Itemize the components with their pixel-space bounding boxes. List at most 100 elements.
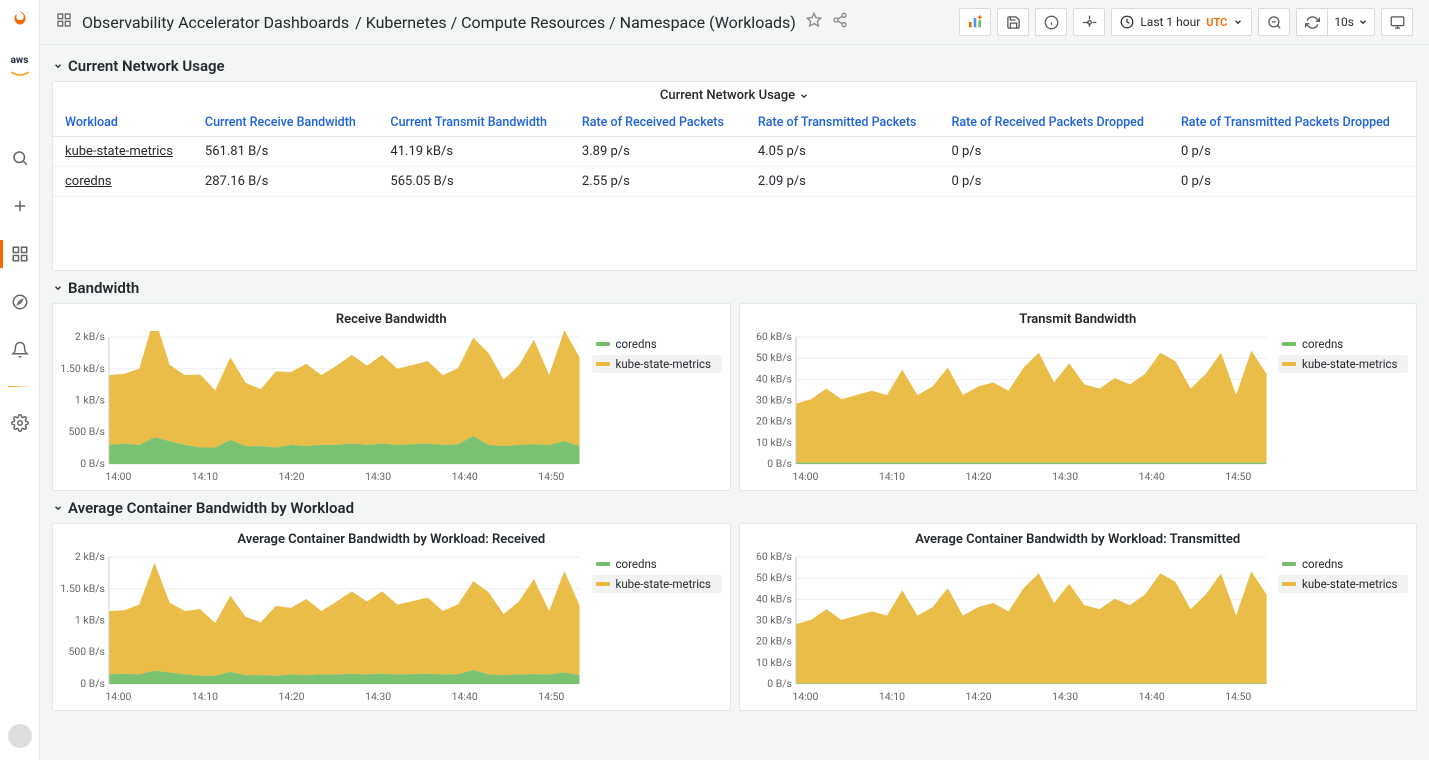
- svg-text:14:40: 14:40: [452, 690, 478, 703]
- value-cell: 561.81 B/s: [193, 137, 378, 167]
- explore-icon[interactable]: [8, 290, 32, 314]
- legend-item[interactable]: coredns: [1278, 335, 1408, 353]
- legend-item[interactable]: kube-state-metrics: [1278, 355, 1408, 373]
- svg-text:14:40: 14:40: [1138, 690, 1164, 703]
- add-panel-button[interactable]: [959, 8, 991, 36]
- value-cell: 41.19 kB/s: [378, 137, 570, 167]
- value-cell: 4.05 p/s: [746, 137, 940, 167]
- svg-text:14:20: 14:20: [278, 690, 304, 703]
- svg-text:50 kB/s: 50 kB/s: [756, 351, 792, 364]
- row-header-network[interactable]: Current Network Usage: [52, 49, 1417, 81]
- chart-transmit-bandwidth: Transmit Bandwidth 0 B/s10 kB/s20 kB/s30…: [739, 303, 1418, 491]
- value-cell: 0 p/s: [1169, 167, 1416, 197]
- share-icon[interactable]: [832, 12, 848, 32]
- svg-text:0 B/s: 0 B/s: [767, 677, 792, 690]
- chart-title[interactable]: Receive Bandwidth: [61, 310, 722, 331]
- table-column-header[interactable]: Rate of Transmitted Packets Dropped: [1169, 109, 1416, 137]
- svg-text:0 B/s: 0 B/s: [80, 457, 105, 470]
- table-column-header[interactable]: Rate of Transmitted Packets: [746, 109, 940, 137]
- row-header-bandwidth[interactable]: Bandwidth: [52, 271, 1417, 303]
- row-title: Average Container Bandwidth by Workload: [68, 499, 354, 517]
- grafana-logo-icon[interactable]: [8, 8, 32, 32]
- chart-plot[interactable]: 0 B/s500 B/s1 kB/s1.50 kB/s2 kB/s14:0014…: [61, 551, 584, 706]
- dashboard-settings-button[interactable]: [1073, 8, 1105, 36]
- value-cell: 2.09 p/s: [746, 167, 940, 197]
- svg-text:14:30: 14:30: [1052, 470, 1078, 483]
- chart-plot[interactable]: 0 B/s10 kB/s20 kB/s30 kB/s40 kB/s50 kB/s…: [748, 331, 1271, 486]
- sidebar: aws: [0, 0, 40, 760]
- refresh-button[interactable]: [1296, 8, 1328, 36]
- row-header-avg[interactable]: Average Container Bandwidth by Workload: [52, 491, 1417, 523]
- svg-text:14:20: 14:20: [278, 470, 304, 483]
- row-title: Current Network Usage: [68, 57, 225, 75]
- table-column-header[interactable]: Rate of Received Packets: [570, 109, 746, 137]
- dashboards-icon[interactable]: [8, 242, 32, 266]
- svg-text:60 kB/s: 60 kB/s: [756, 551, 792, 563]
- aws-logo-icon[interactable]: aws: [8, 56, 32, 80]
- sidebar-divider: [8, 386, 32, 387]
- svg-text:14:50: 14:50: [1225, 690, 1251, 703]
- chart-avg-received: Average Container Bandwidth by Workload:…: [52, 523, 731, 711]
- legend-item[interactable]: coredns: [592, 335, 722, 353]
- svg-text:2 kB/s: 2 kB/s: [75, 551, 105, 563]
- chevron-down-icon: [52, 282, 64, 294]
- chart-plot[interactable]: 0 B/s10 kB/s20 kB/s30 kB/s40 kB/s50 kB/s…: [748, 551, 1271, 706]
- row-title: Bandwidth: [68, 279, 139, 297]
- svg-text:14:10: 14:10: [878, 690, 904, 703]
- value-cell: 3.89 p/s: [570, 137, 746, 167]
- svg-text:14:10: 14:10: [192, 470, 218, 483]
- refresh-interval-label: 10s: [1334, 15, 1354, 29]
- user-avatar[interactable]: [8, 724, 32, 748]
- plus-icon[interactable]: [8, 194, 32, 218]
- workload-cell[interactable]: kube-state-metrics: [53, 137, 193, 167]
- table-column-header[interactable]: Current Receive Bandwidth: [193, 109, 378, 137]
- legend-item[interactable]: kube-state-metrics: [592, 575, 722, 593]
- search-icon[interactable]: [8, 146, 32, 170]
- network-usage-table: WorkloadCurrent Receive BandwidthCurrent…: [53, 109, 1416, 197]
- refresh-interval-dropdown[interactable]: 10s: [1328, 8, 1375, 36]
- panel-title[interactable]: Current Network Usage: [53, 82, 1416, 109]
- svg-text:14:20: 14:20: [965, 470, 991, 483]
- svg-text:500 B/s: 500 B/s: [68, 425, 105, 438]
- topbar: Observability Accelerator Dashboards / K…: [40, 0, 1429, 45]
- legend-item[interactable]: coredns: [592, 555, 722, 573]
- chart-title[interactable]: Transmit Bandwidth: [748, 310, 1409, 331]
- dashboard-content: Current Network Usage Current Network Us…: [40, 45, 1429, 760]
- chart-legend: coredns kube-state-metrics: [1278, 331, 1408, 486]
- breadcrumb-folder[interactable]: Observability Accelerator Dashboards: [82, 13, 349, 32]
- time-range-picker[interactable]: Last 1 hour UTC: [1111, 8, 1252, 36]
- legend-item[interactable]: kube-state-metrics: [592, 355, 722, 373]
- svg-text:1 kB/s: 1 kB/s: [75, 614, 105, 627]
- chart-plot[interactable]: 0 B/s500 B/s1 kB/s1.50 kB/s2 kB/s14:0014…: [61, 331, 584, 486]
- cycle-view-button[interactable]: [1381, 8, 1413, 36]
- info-button[interactable]: [1035, 8, 1067, 36]
- svg-text:0 B/s: 0 B/s: [767, 457, 792, 470]
- svg-text:14:10: 14:10: [192, 690, 218, 703]
- alerting-icon[interactable]: [8, 338, 32, 362]
- legend-item[interactable]: kube-state-metrics: [1278, 575, 1408, 593]
- apps-icon[interactable]: [56, 12, 72, 32]
- chart-legend: coredns kube-state-metrics: [1278, 551, 1408, 706]
- svg-text:14:00: 14:00: [105, 690, 131, 703]
- workload-cell[interactable]: coredns: [53, 167, 193, 197]
- value-cell: 565.05 B/s: [378, 167, 570, 197]
- chart-legend: coredns kube-state-metrics: [592, 551, 722, 706]
- value-cell: 287.16 B/s: [193, 167, 378, 197]
- save-button[interactable]: [997, 8, 1029, 36]
- chart-title[interactable]: Average Container Bandwidth by Workload:…: [61, 530, 722, 551]
- table-column-header[interactable]: Workload: [53, 109, 193, 137]
- breadcrumb-page[interactable]: / Kubernetes / Compute Resources / Names…: [355, 13, 796, 32]
- value-cell: 2.55 p/s: [570, 167, 746, 197]
- zoom-out-button[interactable]: [1258, 8, 1290, 36]
- star-icon[interactable]: [806, 12, 822, 32]
- svg-text:14:30: 14:30: [365, 470, 391, 483]
- table-column-header[interactable]: Rate of Received Packets Dropped: [939, 109, 1168, 137]
- table-column-header[interactable]: Current Transmit Bandwidth: [378, 109, 570, 137]
- chart-title[interactable]: Average Container Bandwidth by Workload:…: [748, 530, 1409, 551]
- svg-text:20 kB/s: 20 kB/s: [756, 635, 792, 648]
- svg-text:30 kB/s: 30 kB/s: [756, 614, 792, 627]
- settings-icon[interactable]: [8, 411, 32, 435]
- legend-item[interactable]: coredns: [1278, 555, 1408, 573]
- breadcrumb: Observability Accelerator Dashboards / K…: [82, 12, 949, 32]
- svg-text:14:40: 14:40: [452, 470, 478, 483]
